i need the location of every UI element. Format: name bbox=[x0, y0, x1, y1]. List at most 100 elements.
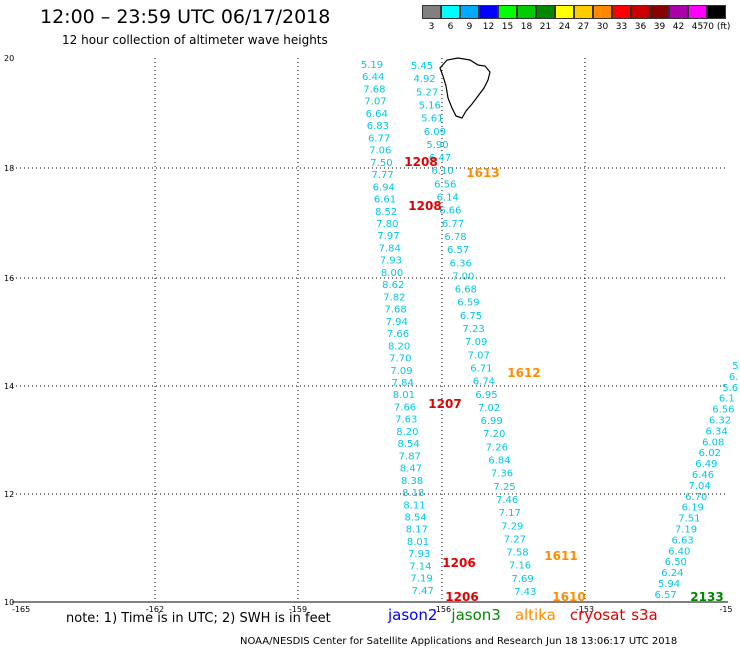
wave-height-label: 7.14 bbox=[409, 561, 431, 572]
wave-height-label: 7.47 bbox=[412, 586, 434, 597]
pass-time-label: 1208 bbox=[408, 199, 441, 213]
map-axes: -165 -162 -159 -156 -153 -15 20 18 16 14 12 10 bbox=[4, 54, 733, 614]
legend-swatch bbox=[441, 5, 460, 19]
wave-height-label: 5.94 bbox=[658, 579, 680, 590]
satellite-legend: jason2 jason3 altika cryosat s3a bbox=[388, 606, 672, 624]
wave-height-label: 7.69 bbox=[511, 574, 533, 585]
legend-swatch bbox=[574, 5, 593, 19]
wave-height-label: 7.19 bbox=[410, 574, 432, 585]
wave-height-label: 7.43 bbox=[514, 587, 536, 598]
wave-height-label: 7.25 bbox=[493, 482, 515, 493]
wave-height-label: 8.54 bbox=[405, 513, 427, 524]
wave-height-label: 6.95 bbox=[475, 390, 497, 401]
wave-height-label: 7.36 bbox=[491, 469, 513, 480]
wave-height-label: 6.59 bbox=[457, 298, 479, 309]
wave-height-label: 7.63 bbox=[395, 415, 417, 426]
wave-height-label: 6.50 bbox=[665, 557, 687, 568]
wave-height-label: 6.14 bbox=[437, 193, 459, 204]
legend-swatch bbox=[593, 5, 612, 19]
wave-height-label: 6.56 bbox=[712, 405, 734, 416]
legend-label: 39 bbox=[653, 22, 666, 32]
legend-cell: 6 bbox=[441, 5, 460, 32]
x-tick-label: -15 bbox=[719, 605, 732, 614]
x-tick-label: -162 bbox=[146, 605, 164, 614]
page-subtitle: 12 hour collection of altimeter wave hei… bbox=[62, 33, 328, 47]
wave-height-label: 6.70 bbox=[685, 492, 707, 503]
wave-height-label: 5.19 bbox=[361, 60, 383, 71]
legend-cell: 27 bbox=[574, 5, 593, 32]
wave-height-label: 6.34 bbox=[705, 426, 727, 437]
satellite-altika: altika bbox=[514, 606, 556, 624]
wave-height-label: 5.16 bbox=[419, 100, 441, 111]
legend-cell: 45 bbox=[688, 5, 707, 32]
wave-height-label: 7.50 bbox=[370, 158, 392, 169]
wave-height-label: 6.44 bbox=[362, 72, 384, 83]
wave-height-label: 6.66 bbox=[439, 206, 461, 217]
wave-height-label: 7.87 bbox=[399, 451, 421, 462]
y-tick-label: 10 bbox=[4, 598, 14, 607]
legend-label: 70 (ft) bbox=[702, 22, 731, 32]
wave-height-label: 7.20 bbox=[483, 429, 505, 440]
wave-height-label: 6.57 bbox=[654, 590, 676, 601]
wave-height-label: 6.75 bbox=[460, 311, 482, 322]
wave-height-label: 8.62 bbox=[382, 280, 404, 291]
wave-height-label: 7.29 bbox=[501, 521, 523, 532]
legend-swatch bbox=[631, 5, 650, 19]
wave-height-label: 6.47 bbox=[429, 153, 451, 164]
y-tick-label: 20 bbox=[4, 54, 14, 63]
wave-height-label: 7.07 bbox=[364, 97, 386, 108]
legend-cell: 30 bbox=[593, 5, 612, 32]
pass-time-label: 2133 bbox=[690, 590, 723, 604]
legend-label: 45 bbox=[691, 22, 704, 32]
wave-height-label: 5.90 bbox=[426, 140, 448, 151]
legend-label: 6 bbox=[447, 22, 454, 32]
satellite-jason2: jason2 bbox=[388, 606, 438, 624]
wave-height-label: 8.20 bbox=[388, 341, 410, 352]
legend-cell: 9 bbox=[460, 5, 479, 32]
wave-height-label: 6.94 bbox=[373, 182, 395, 193]
wave-height-label: 7.09 bbox=[465, 337, 487, 348]
pass-time-label: 1612 bbox=[507, 366, 540, 380]
wave-height-label: 8.01 bbox=[393, 390, 415, 401]
pass-time-label: 1206 bbox=[445, 590, 478, 604]
legend-swatch bbox=[536, 5, 555, 19]
wave-height-label: 5.6 bbox=[722, 383, 738, 394]
legend-label: 9 bbox=[466, 22, 473, 32]
wave-height-label: 8.20 bbox=[396, 427, 418, 438]
legend-swatch bbox=[555, 5, 574, 19]
wave-height-label: 5.61 bbox=[421, 114, 443, 125]
wave-height-label: 5.27 bbox=[416, 87, 438, 98]
legend-label: 24 bbox=[558, 22, 571, 32]
wave-height-label: 7.77 bbox=[371, 170, 393, 181]
wave-height-label: 6.71 bbox=[470, 363, 492, 374]
wave-height-label: 6.77 bbox=[442, 219, 464, 230]
legend-swatch bbox=[612, 5, 631, 19]
legend-swatch bbox=[650, 5, 669, 19]
wave-height-label: 7.66 bbox=[387, 329, 409, 340]
wave-height-label: 6.40 bbox=[668, 546, 690, 557]
wave-height-label: 7.93 bbox=[380, 256, 402, 267]
wave-height-label: 7.66 bbox=[394, 402, 416, 413]
wave-height-label: 7.80 bbox=[376, 219, 398, 230]
wave-height-label: 6.19 bbox=[682, 503, 704, 514]
wave-height-label: 7.07 bbox=[468, 350, 490, 361]
wave-height-label: 7.09 bbox=[390, 366, 412, 377]
legend-swatch bbox=[422, 5, 441, 19]
wave-height-label: 6.49 bbox=[695, 459, 717, 470]
pass-time-label: 1208 bbox=[404, 155, 437, 169]
wave-height-label: 8.11 bbox=[403, 500, 425, 511]
legend-label: 3 bbox=[428, 22, 435, 32]
legend-cell: 42 bbox=[669, 5, 688, 32]
y-tick-label: 12 bbox=[4, 490, 14, 499]
wave-height-label: 5.45 bbox=[411, 61, 433, 72]
credit-footer: NOAA/NESDIS Center for Satellite Applica… bbox=[240, 636, 678, 647]
wave-height-label: 7.58 bbox=[506, 548, 528, 559]
wave-height-label: 7.93 bbox=[408, 549, 430, 560]
wave-height-label: 7.04 bbox=[688, 481, 710, 492]
x-tick-label: -153 bbox=[576, 605, 594, 614]
legend-cell: 15 bbox=[498, 5, 517, 32]
wave-height-label: 4.92 bbox=[413, 74, 435, 85]
legend-swatch bbox=[707, 5, 726, 19]
wave-height-label: 6.57 bbox=[447, 245, 469, 256]
